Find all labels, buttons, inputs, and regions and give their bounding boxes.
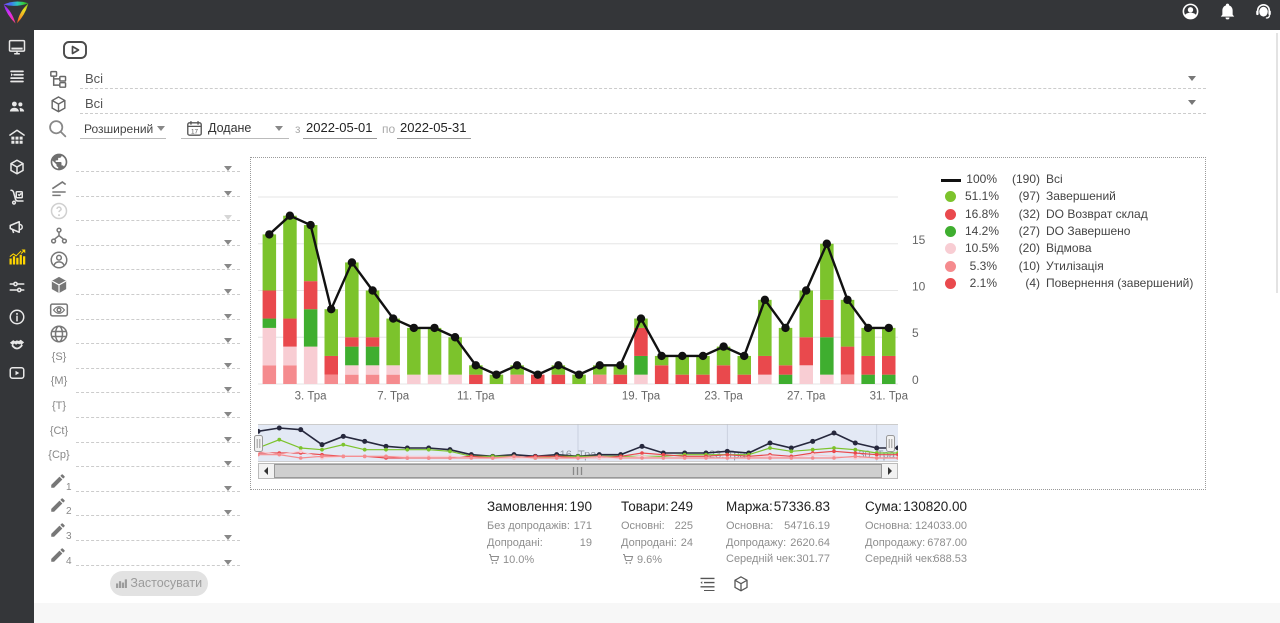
svg-text:23. Тра: 23. Тра (704, 391, 743, 403)
svg-text:17: 17 (191, 128, 199, 135)
svg-text:31. Тра: 31. Тра (870, 391, 909, 403)
svg-text:0: 0 (912, 373, 919, 387)
svg-text:11. Тра: 11. Тра (457, 391, 495, 403)
svg-text:27. Тра: 27. Тра (787, 391, 826, 403)
svg-text:10: 10 (912, 280, 926, 294)
svg-text:5: 5 (912, 326, 919, 340)
svg-text:19. Тра: 19. Тра (622, 391, 661, 403)
svg-text:15: 15 (912, 233, 926, 247)
svg-text:3. Тра: 3. Тра (295, 391, 328, 403)
svg-text:7. Тра: 7. Тра (377, 391, 410, 403)
